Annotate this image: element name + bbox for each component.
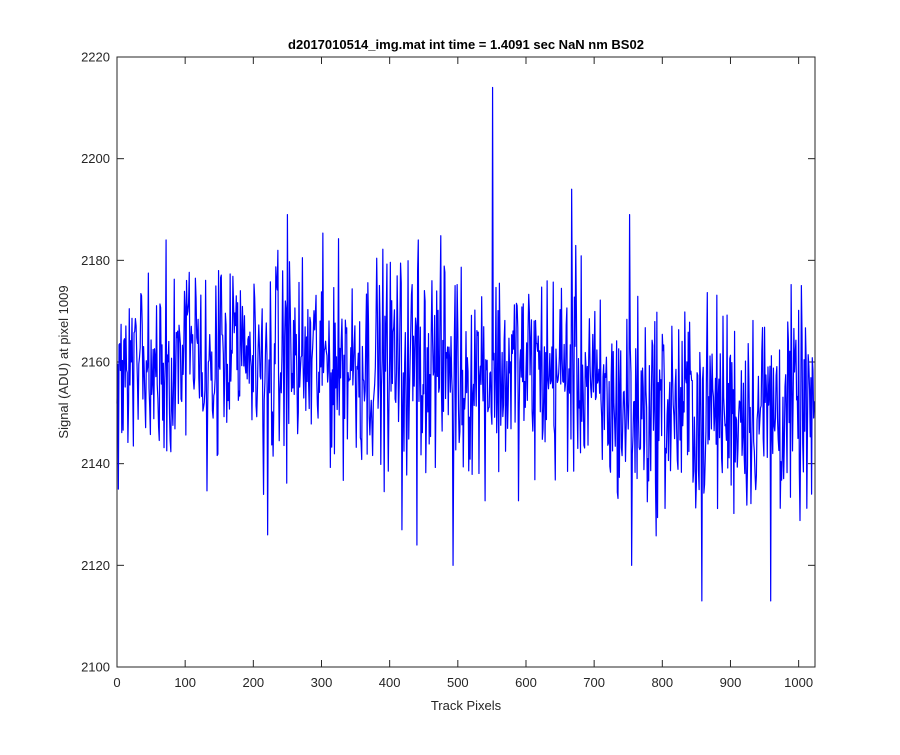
x-tick-label: 500	[447, 675, 469, 690]
y-tick-label: 2220	[81, 50, 110, 65]
x-tick-label: 200	[242, 675, 264, 690]
x-tick-label: 300	[311, 675, 333, 690]
x-tick-label: 800	[651, 675, 673, 690]
plot-frame	[116, 56, 816, 668]
y-axis-ticks: 2100 2120 2140 2160 2180 2200 2220	[81, 50, 815, 675]
x-tick-label: 700	[583, 675, 605, 690]
x-tick-label: 1000	[784, 675, 813, 690]
y-axis-label: Signal (ADU) at pixel 1009	[56, 285, 71, 438]
chart-title: d2017010514_img.mat int time = 1.4091 se…	[288, 37, 644, 52]
x-axis-ticks: 0 100 200 300 400 500 600 700 800 900 1000	[113, 57, 813, 690]
y-tick-label: 2200	[81, 151, 110, 166]
y-tick-label: 2100	[81, 660, 110, 675]
y-tick-label: 2180	[81, 253, 110, 268]
series-group	[116, 86, 815, 602]
x-tick-label: 0	[113, 675, 120, 690]
x-tick-label: 600	[515, 675, 537, 690]
x-tick-label: 900	[720, 675, 742, 690]
y-tick-label: 2160	[81, 355, 110, 370]
y-tick-label: 2140	[81, 456, 110, 471]
x-tick-label: 400	[379, 675, 401, 690]
y-tick-label: 2120	[81, 558, 110, 573]
signal-line	[116, 86, 815, 602]
x-tick-label: 100	[174, 675, 196, 690]
x-axis-label: Track Pixels	[431, 698, 502, 713]
